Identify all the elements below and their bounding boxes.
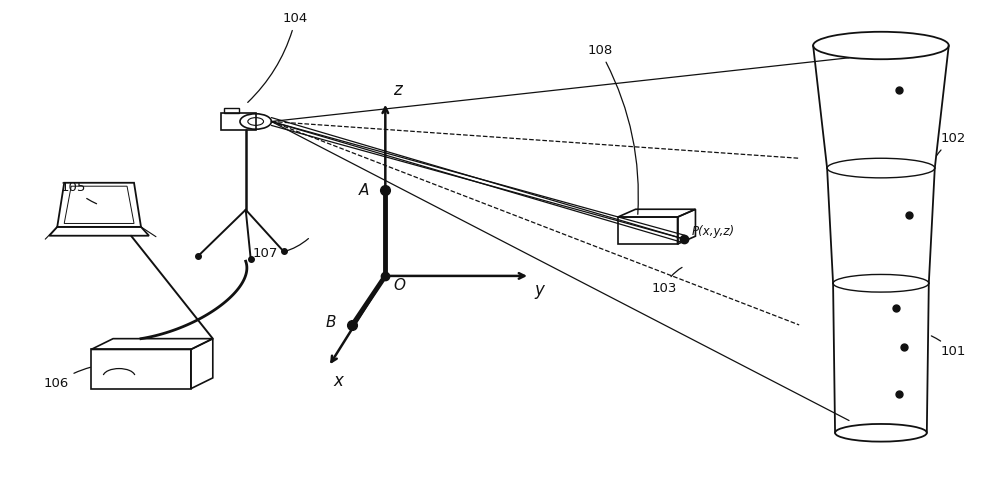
Text: 101: 101 xyxy=(931,336,966,358)
Text: y: y xyxy=(535,281,545,299)
Text: 104: 104 xyxy=(248,12,308,103)
Text: 107: 107 xyxy=(253,239,308,260)
Text: 105: 105 xyxy=(61,181,97,204)
Text: 102: 102 xyxy=(936,132,966,156)
Text: 108: 108 xyxy=(587,44,638,214)
Text: O: O xyxy=(393,279,405,293)
Text: B: B xyxy=(326,315,336,330)
Text: 106: 106 xyxy=(44,367,90,390)
Text: 103: 103 xyxy=(652,267,682,295)
Text: z: z xyxy=(393,81,402,100)
Text: x: x xyxy=(333,372,343,389)
Text: A: A xyxy=(359,182,369,198)
Text: P(x,y,z): P(x,y,z) xyxy=(691,225,735,238)
